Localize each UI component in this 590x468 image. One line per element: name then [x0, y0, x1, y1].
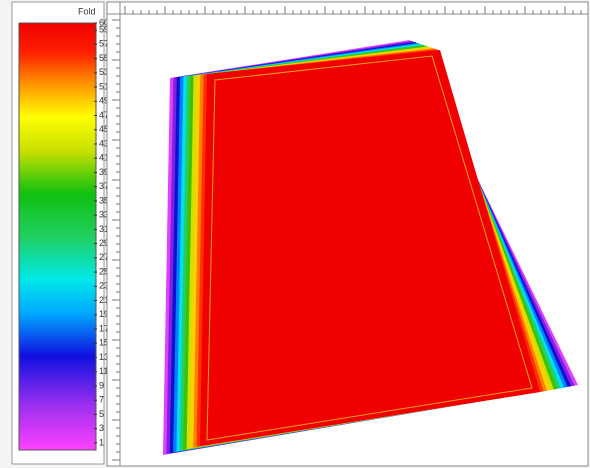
color-bar-ticks: 6059575553514947454341393735333129272523…	[94, 17, 109, 447]
color-bar-tick-label: 57	[99, 39, 109, 49]
color-bar-tick-label: 7	[99, 395, 104, 405]
survey-boundary	[206, 55, 533, 441]
color-bar-tick-label: 55	[99, 53, 109, 63]
color-bar-tick-label: 43	[99, 138, 109, 148]
color-bar-tick-label: 3	[99, 423, 104, 433]
color-bar-tick-label: 37	[99, 181, 109, 191]
color-bar-tick-label: 25	[99, 266, 109, 276]
color-bar	[18, 22, 97, 451]
color-bar-tick-label: 35	[99, 195, 109, 205]
color-bar-tick-label: 15	[99, 338, 109, 348]
color-bar-tick-label: 53	[99, 67, 109, 77]
color-bar-tick-label: 60	[99, 17, 109, 27]
color-bar-tick-label: 19	[99, 309, 109, 319]
color-bar-tick-label: 49	[99, 96, 109, 106]
rulers	[112, 6, 582, 461]
color-bar-tick-label: 1	[99, 437, 104, 447]
color-bar-tick-label: 29	[99, 238, 109, 248]
color-bar-tick-label: 39	[99, 167, 109, 177]
fold-coverage	[163, 40, 578, 455]
color-bar-tick-label: 27	[99, 252, 109, 262]
color-bar-tick-label: 45	[99, 124, 109, 134]
color-bar-tick-label: 51	[99, 81, 109, 91]
color-bar-tick-label: 41	[99, 153, 109, 163]
color-bar-tick-label: 31	[99, 224, 109, 234]
legend-title: Fold	[78, 6, 96, 16]
color-bar-tick-label: 5	[99, 409, 104, 419]
color-bar-tick-label: 23	[99, 281, 109, 291]
color-bar-tick-label: 47	[99, 110, 109, 120]
color-bar-tick-label: 33	[99, 210, 109, 220]
color-bar-tick-label: 17	[99, 323, 109, 333]
color-bar-tick-label: 13	[99, 352, 109, 362]
coverage-band	[200, 50, 540, 446]
color-bar-tick-label: 21	[99, 295, 109, 305]
color-bar-tick-label: 9	[99, 380, 104, 390]
color-bar-tick-label: 59	[99, 24, 109, 34]
color-bar-tick-label: 11	[99, 366, 108, 376]
